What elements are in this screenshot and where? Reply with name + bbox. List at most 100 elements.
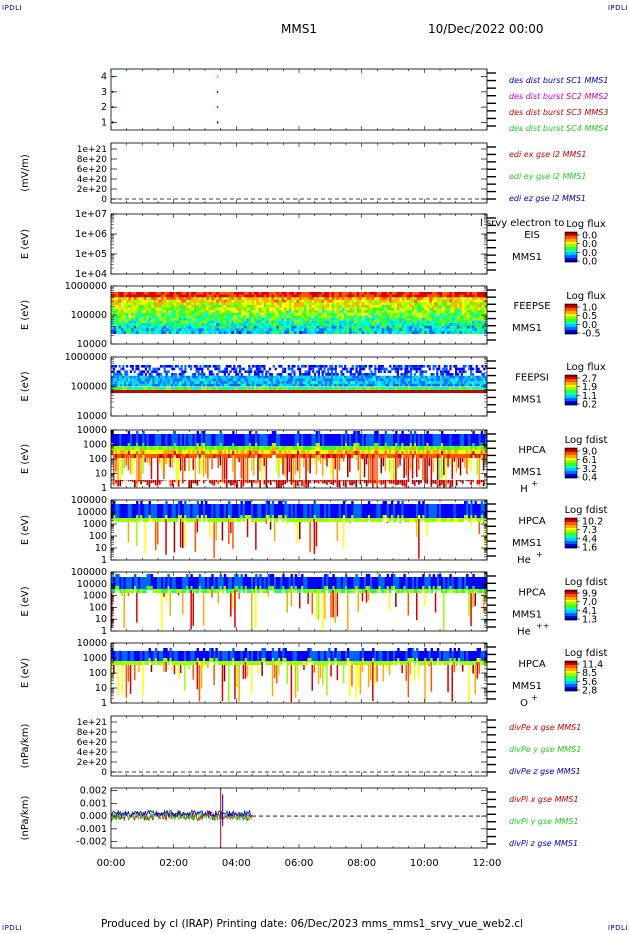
plot-feepse xyxy=(111,292,488,334)
colorbar-tick: 7.0 xyxy=(582,597,597,608)
colorbar-cell xyxy=(565,404,577,406)
colorbar-cell xyxy=(565,615,577,617)
ytick-label: 100000 xyxy=(71,310,107,321)
colorbar-cell xyxy=(565,330,577,332)
corner-label-top-right: IPDLI xyxy=(607,4,628,12)
spacecraft-label: MMS1 xyxy=(512,538,542,549)
colorbar-tick: 0.2 xyxy=(582,400,597,411)
colorbar-cell xyxy=(565,535,577,537)
plot-hpca_he2 xyxy=(111,574,488,631)
colorbar-cell xyxy=(565,256,577,258)
colorbar-cell xyxy=(565,247,577,249)
colorbar-cell xyxy=(565,545,577,547)
colorbar-cell xyxy=(565,531,577,533)
colorbar-cell xyxy=(565,593,577,595)
panel-hpca_h: 1 10 100 1000 10000 E (eV) HPCA MMS1 H+ Log fdist… xyxy=(20,425,607,495)
ytick-label: 10000 xyxy=(77,579,107,590)
colorbar-tick: 0.4 xyxy=(582,473,597,484)
colorbar-cell xyxy=(565,684,577,686)
charge-label: + xyxy=(531,479,538,488)
ytick-label: 1000 xyxy=(83,519,107,530)
ylabel: E (eV) xyxy=(20,586,31,616)
colorbar-cell xyxy=(565,689,577,691)
instrument-label: EIS xyxy=(524,230,540,241)
colorbar-cell xyxy=(565,619,577,621)
colorbar-cell xyxy=(565,459,577,461)
colorbar-cell xyxy=(565,316,577,318)
colorbar-cell xyxy=(565,547,577,549)
ytick-label: 100 xyxy=(89,602,107,613)
spacecraft-label: MMS1 xyxy=(512,681,542,692)
colorbar-cell xyxy=(565,687,577,689)
colorbar-cell xyxy=(565,476,577,478)
colorbar-cell xyxy=(565,375,577,377)
colorbar-tick: 1.3 xyxy=(582,615,597,626)
colorbar-cell xyxy=(565,457,577,459)
ytick-label: 1 xyxy=(101,483,107,494)
colorbar-cell xyxy=(565,304,577,306)
colorbar-cell xyxy=(565,613,577,615)
ytick-label: -0.002 xyxy=(76,837,107,848)
colorbar-cell xyxy=(565,249,577,251)
colorbar-cell xyxy=(565,254,577,256)
plot-hpca_h xyxy=(111,431,488,488)
colorbar-cell xyxy=(565,259,577,261)
colorbar-cell xyxy=(565,258,577,260)
colorbar-cell xyxy=(565,324,577,326)
ylabel: (mV/m) xyxy=(20,154,31,192)
charge-label: + xyxy=(536,550,543,559)
xtick-label: 10:00 xyxy=(410,858,439,869)
colorbar-cell xyxy=(565,590,577,592)
legend-item: des dist burst SC1 MMS1 xyxy=(509,76,608,85)
colorbar-title: Log fdist xyxy=(565,577,608,588)
ytick-label: 6e+20 xyxy=(77,738,108,748)
colorbar-cell xyxy=(565,477,577,479)
colorbar-cell xyxy=(565,607,577,609)
colorbar-cell xyxy=(565,251,577,253)
spacecraft-label: MMS1 xyxy=(512,323,542,334)
panel-feepsi: 10000 100000 1000000 E (eV) FEEPSI MMS1 Log fl… xyxy=(20,352,606,422)
ylabel: E (eV) xyxy=(20,229,31,259)
colorbar-cell xyxy=(565,670,577,672)
colorbar-cell xyxy=(565,595,577,597)
colorbar-cell xyxy=(565,260,577,262)
colorbar-cell xyxy=(565,665,577,667)
colorbar-cell xyxy=(565,395,577,397)
colorbar-cell xyxy=(565,463,577,465)
colorbar-cell xyxy=(565,399,577,401)
ytick-label: 1 xyxy=(101,555,107,566)
colorbar-cell xyxy=(565,391,577,393)
colorbar-cell xyxy=(565,527,577,529)
frame xyxy=(110,787,488,849)
colorbar-cell xyxy=(565,234,577,236)
colorbar-tick: 9.9 xyxy=(582,589,597,600)
instrument-label: HPCA xyxy=(518,516,546,527)
legend-item: edi ex gse l2 MMS1 xyxy=(509,150,587,159)
colorbar-cell xyxy=(565,686,577,688)
colorbar-cell xyxy=(565,474,577,476)
legend-item: divPi z gse MMS1 xyxy=(509,839,578,848)
colorbar-cell xyxy=(565,462,577,464)
colorbar-cell xyxy=(565,601,577,603)
colorbar-tick: 10.2 xyxy=(582,517,603,528)
panel-feepse: 10000 100000 1000000 E (eV) FEEPSE MMS1 Log fl… xyxy=(20,281,606,350)
colorbar-cell xyxy=(565,311,577,313)
colorbar-cell xyxy=(565,530,577,532)
colorbar-cell xyxy=(565,469,577,471)
colorbar-cell xyxy=(565,526,577,528)
colorbar-cell xyxy=(565,241,577,243)
colorbar-cell xyxy=(565,392,577,394)
ytick-label: 10 xyxy=(95,469,107,480)
colorbar-cell xyxy=(565,546,577,548)
colorbar-cell xyxy=(565,255,577,257)
colorbar-cell xyxy=(565,673,577,675)
ytick-label: 2e+20 xyxy=(77,758,108,768)
corner-label-bottom-left: IPDLI xyxy=(2,924,23,932)
colorbar-cell xyxy=(565,519,577,521)
colorbar-cell xyxy=(565,666,577,668)
ytick-label: 1e+04 xyxy=(75,269,107,280)
colorbar-cell xyxy=(565,669,577,671)
ytick-label: 1e+06 xyxy=(75,229,107,240)
colorbar-cell xyxy=(565,597,577,599)
ytick-label: 100000 xyxy=(71,382,107,393)
